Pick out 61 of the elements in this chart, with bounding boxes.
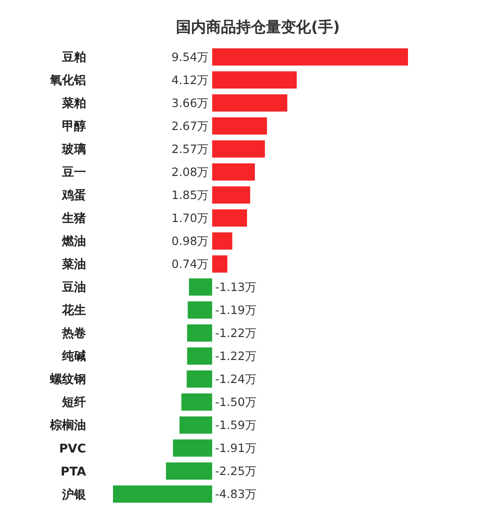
y-tick-label: 燃油 <box>61 234 86 248</box>
y-tick-label: 鸡蛋 <box>61 188 86 202</box>
data-label: 3.66万 <box>172 96 210 110</box>
y-tick-label: 短纤 <box>61 395 86 410</box>
data-label: 0.74万 <box>172 257 210 272</box>
bar <box>187 324 212 342</box>
data-label: -1.13万 <box>215 280 257 294</box>
bar <box>212 255 228 273</box>
y-tick-label: 生猪 <box>61 211 86 226</box>
bar <box>212 163 255 181</box>
data-label: -2.25万 <box>215 464 257 478</box>
bar <box>172 439 212 457</box>
bar <box>212 140 265 158</box>
bar <box>166 462 212 480</box>
y-tick-label: PVC <box>59 441 86 456</box>
bar <box>212 209 248 227</box>
y-tick-label: 螺纹钢 <box>49 372 86 386</box>
data-label: 0.98万 <box>172 234 210 248</box>
data-label: -1.24万 <box>215 372 257 386</box>
data-label: -1.22万 <box>215 326 257 340</box>
data-label: -1.19万 <box>215 303 257 318</box>
bar <box>186 370 212 388</box>
data-label: 4.12万 <box>172 72 210 87</box>
y-tick-label: 甲醇 <box>62 119 86 134</box>
bar <box>181 393 212 411</box>
data-label: 1.70万 <box>172 211 210 226</box>
bar <box>180 416 212 434</box>
y-tick-label: 纯碱 <box>61 349 86 364</box>
bar <box>188 278 212 296</box>
data-label: -1.91万 <box>215 441 257 456</box>
bar <box>212 71 297 89</box>
y-tick-label: 豆粕 <box>61 50 86 64</box>
bar <box>212 186 250 204</box>
bar <box>212 94 288 112</box>
y-tick-label: 沪银 <box>61 487 87 502</box>
bar <box>212 48 408 66</box>
bar <box>188 301 212 319</box>
y-tick-label: 豆一 <box>61 165 86 180</box>
y-tick-label: 豆油 <box>61 280 86 294</box>
bar <box>212 232 232 250</box>
y-tick-label: 棕榈油 <box>49 418 86 432</box>
data-label: 1.85万 <box>172 188 210 202</box>
data-label: -1.50万 <box>215 395 257 410</box>
data-label: 2.67万 <box>172 118 210 133</box>
data-label: -1.22万 <box>215 349 257 364</box>
bar <box>113 485 212 503</box>
y-tick-label: PTA <box>60 464 87 478</box>
y-tick-label: 菜油 <box>61 257 86 272</box>
chart-title: 国内商品持仓量变化(手) <box>176 18 340 36</box>
y-tick-label: 氧化铝 <box>49 73 86 88</box>
y-tick-label: 热卷 <box>61 326 86 340</box>
y-tick-label: 菜粕 <box>61 96 86 110</box>
data-label: 9.54万 <box>172 50 210 64</box>
bar <box>212 117 267 135</box>
bar <box>187 347 212 365</box>
data-label: -1.59万 <box>215 418 257 432</box>
y-tick-label: 玻璃 <box>61 142 86 156</box>
data-label: 2.08万 <box>172 164 210 179</box>
data-label: -4.83万 <box>215 487 257 502</box>
y-tick-label: 花生 <box>61 303 86 318</box>
data-label: 2.57万 <box>172 142 210 156</box>
